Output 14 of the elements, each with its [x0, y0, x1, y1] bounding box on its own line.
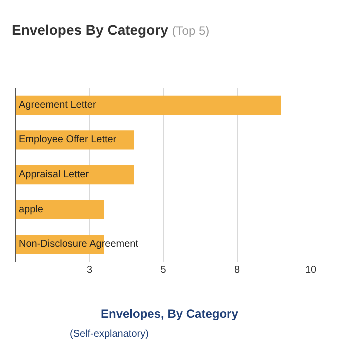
- x-tick-label: 8: [234, 265, 240, 276]
- y-tick-label: Employee Offer Letter: [19, 134, 118, 146]
- y-tick-label: apple: [19, 204, 44, 216]
- chart-title: Envelopes By Category: [12, 22, 168, 38]
- bar: [16, 96, 282, 115]
- chart-subtitle: (Top 5): [172, 24, 210, 38]
- text: (Self-explanatory): [70, 329, 149, 340]
- x-tick-label: 5: [160, 265, 167, 276]
- bar: [16, 200, 104, 220]
- y-tick-label: Agreement Letter: [19, 100, 97, 111]
- text: Envelopes, By Category: [101, 307, 239, 321]
- x-tick-label: 3: [86, 265, 93, 276]
- y-tick-label: Appraisal Letter: [19, 170, 90, 180]
- x-tick-label: 10: [305, 265, 317, 276]
